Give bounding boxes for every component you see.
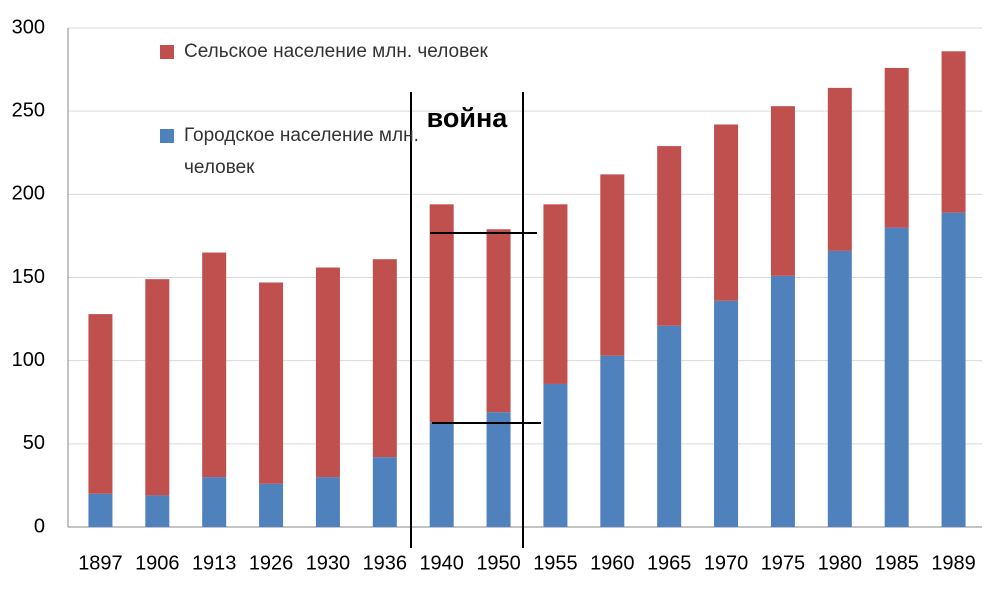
- bar-segment: [657, 146, 682, 326]
- bar-segment: [202, 477, 227, 527]
- legend-swatch: [160, 129, 174, 143]
- bar-segment: [884, 67, 909, 228]
- bar-segment: [600, 355, 625, 527]
- bar-segment: [259, 483, 284, 527]
- x-tick-label: 1906: [135, 552, 180, 574]
- y-tick-label: 300: [12, 16, 45, 38]
- bar-segment: [88, 493, 113, 527]
- y-tick-label: 250: [12, 99, 45, 121]
- x-tick-label: 1975: [761, 552, 806, 574]
- x-tick-label: 1970: [704, 552, 749, 574]
- bar-segment: [657, 325, 682, 527]
- x-tick-label: 1960: [590, 552, 635, 574]
- legend-item: Городское население млн. человек: [160, 120, 490, 184]
- bar-segment: [372, 259, 397, 458]
- bar-segment: [941, 51, 966, 213]
- annotation: война: [427, 103, 509, 133]
- x-tick-label: 1930: [306, 552, 351, 574]
- x-tick-label: 1940: [419, 552, 464, 574]
- x-tick-label: 1985: [874, 552, 919, 574]
- bar-segment: [543, 204, 568, 384]
- bar-segment: [486, 412, 511, 527]
- bar-segment: [202, 252, 227, 478]
- bar-segment: [88, 314, 113, 494]
- bar-segment: [884, 227, 909, 527]
- y-tick-label: 100: [12, 349, 45, 371]
- bar-segment: [145, 495, 170, 527]
- bar-segment: [770, 106, 795, 276]
- bar-segment: [372, 457, 397, 527]
- bar-segment: [770, 275, 795, 527]
- y-tick-label: 0: [34, 515, 45, 537]
- bar-segment: [600, 174, 625, 356]
- bar-segment: [827, 87, 852, 251]
- legend-label: Сельское население млн. человек: [184, 41, 488, 62]
- bar-segment: [714, 124, 739, 301]
- bar-segment: [486, 229, 511, 413]
- x-tick-label: 1950: [476, 552, 521, 574]
- bar-segment: [145, 279, 170, 496]
- y-tick-label: 200: [12, 183, 45, 205]
- bar-segment: [714, 300, 739, 527]
- x-tick-label: 1897: [78, 552, 123, 574]
- bar-segment: [827, 250, 852, 528]
- x-tick-label: 1989: [931, 552, 976, 574]
- bar-segment: [429, 204, 454, 423]
- bar-segment: [315, 267, 340, 478]
- y-tick-label: 150: [12, 266, 45, 288]
- x-tick-label: 1926: [249, 552, 294, 574]
- bar-segment: [941, 212, 966, 527]
- x-tick-label: 1913: [192, 552, 237, 574]
- x-tick-label: 1980: [818, 552, 863, 574]
- bar-segment: [259, 282, 284, 484]
- y-tick-label: 50: [23, 432, 45, 454]
- bar-segment: [543, 383, 568, 527]
- x-tick-label: 1965: [647, 552, 692, 574]
- legend-label: Городское население млн. человек: [184, 125, 419, 178]
- bar-segment: [429, 422, 454, 527]
- legend-swatch: [160, 45, 174, 59]
- x-tick-label: 1936: [363, 552, 408, 574]
- bar-segment: [315, 477, 340, 527]
- legend-item: Сельское население млн. человек: [160, 36, 490, 68]
- x-tick-label: 1955: [533, 552, 578, 574]
